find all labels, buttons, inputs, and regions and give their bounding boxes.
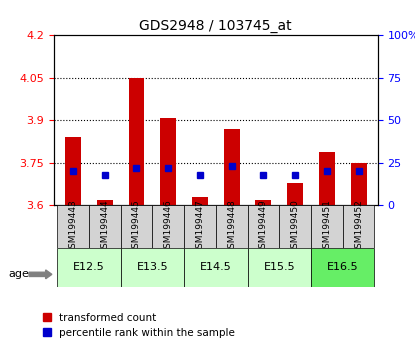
FancyBboxPatch shape <box>152 205 184 248</box>
Text: E13.5: E13.5 <box>137 262 168 272</box>
FancyBboxPatch shape <box>311 205 343 248</box>
Bar <box>192 197 208 205</box>
Text: GSM199444: GSM199444 <box>100 199 109 254</box>
Text: GSM199452: GSM199452 <box>354 199 363 254</box>
Bar <box>351 163 366 205</box>
Text: age: age <box>8 269 29 279</box>
Text: GSM199450: GSM199450 <box>290 199 300 254</box>
Bar <box>224 129 239 205</box>
FancyBboxPatch shape <box>311 248 374 287</box>
FancyBboxPatch shape <box>57 248 121 287</box>
FancyBboxPatch shape <box>184 248 247 287</box>
FancyBboxPatch shape <box>57 205 89 248</box>
Bar <box>129 78 144 205</box>
Text: GSM199446: GSM199446 <box>164 199 173 254</box>
FancyBboxPatch shape <box>216 205 247 248</box>
FancyBboxPatch shape <box>343 205 374 248</box>
Bar <box>256 200 271 205</box>
Bar <box>160 118 176 205</box>
Text: GSM199451: GSM199451 <box>322 199 331 254</box>
Bar <box>287 183 303 205</box>
Legend: transformed count, percentile rank within the sample: transformed count, percentile rank withi… <box>39 309 239 342</box>
Text: GSM199447: GSM199447 <box>195 199 205 254</box>
Text: E15.5: E15.5 <box>264 262 295 272</box>
Title: GDS2948 / 103745_at: GDS2948 / 103745_at <box>139 19 292 33</box>
Text: GSM199449: GSM199449 <box>259 199 268 254</box>
FancyBboxPatch shape <box>121 248 184 287</box>
Text: GSM199448: GSM199448 <box>227 199 236 254</box>
Text: E12.5: E12.5 <box>73 262 105 272</box>
Bar <box>319 152 335 205</box>
Text: E16.5: E16.5 <box>327 262 359 272</box>
FancyBboxPatch shape <box>247 205 279 248</box>
FancyBboxPatch shape <box>89 205 121 248</box>
FancyBboxPatch shape <box>121 205 152 248</box>
FancyBboxPatch shape <box>184 205 216 248</box>
Bar <box>65 137 81 205</box>
Text: GSM199445: GSM199445 <box>132 199 141 254</box>
FancyBboxPatch shape <box>247 248 311 287</box>
Text: E14.5: E14.5 <box>200 262 232 272</box>
FancyBboxPatch shape <box>279 205 311 248</box>
Bar <box>97 200 112 205</box>
Text: GSM199443: GSM199443 <box>68 199 78 254</box>
